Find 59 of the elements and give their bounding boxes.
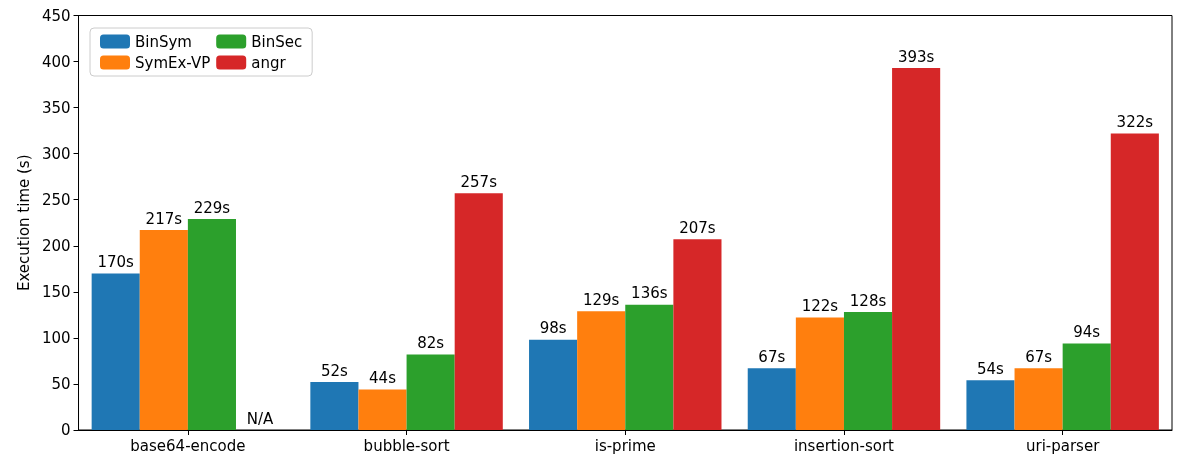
data-label: 94s <box>1073 322 1101 341</box>
data-label: 229s <box>193 198 231 217</box>
data-label: 136s <box>631 284 668 303</box>
bar <box>139 230 188 430</box>
data-label: 98s <box>539 319 567 338</box>
legend-label: BinSec <box>251 32 303 51</box>
bar <box>747 368 796 430</box>
y-tick-label: 450 <box>41 6 71 25</box>
bar <box>892 68 941 430</box>
x-tick-label: uri-parser <box>1025 436 1101 455</box>
data-label: 129s <box>582 290 620 309</box>
x-tick-label: base64-encode <box>130 436 246 455</box>
data-label: 217s <box>145 209 183 228</box>
data-label: 82s <box>417 333 445 352</box>
x-tick-label: bubble-sort <box>363 436 450 455</box>
data-label: 54s <box>977 359 1005 378</box>
data-label: 67s <box>1025 347 1053 366</box>
x-tick-label: is-prime <box>594 436 656 455</box>
data-label: 44s <box>369 368 397 387</box>
bar <box>187 219 236 430</box>
y-tick-label: 100 <box>41 328 71 347</box>
data-label: 67s <box>758 347 786 366</box>
bar <box>91 273 140 430</box>
y-axis-title: Execution time (s) <box>14 154 33 292</box>
data-label: 393s <box>897 47 935 66</box>
legend-label: SymEx-VP <box>135 53 211 72</box>
y-tick-label: 400 <box>41 52 71 71</box>
data-label: 322s <box>1116 112 1154 131</box>
bar <box>1014 368 1063 430</box>
y-tick-label: 50 <box>51 374 71 393</box>
bar <box>406 354 455 430</box>
data-label: 207s <box>679 218 716 237</box>
bar <box>454 193 503 430</box>
y-tick-label: 250 <box>41 190 71 209</box>
bar <box>966 380 1015 430</box>
bar <box>310 382 359 430</box>
bar <box>673 239 722 430</box>
y-tick-label: 200 <box>41 236 71 255</box>
bar <box>1110 133 1159 430</box>
bar <box>625 304 674 430</box>
legend-label: BinSym <box>135 32 192 51</box>
data-label: 128s <box>849 291 887 310</box>
data-label: 122s <box>801 297 839 316</box>
bar <box>1062 343 1111 430</box>
data-label: 52s <box>320 361 349 380</box>
bar <box>529 339 578 430</box>
bar <box>843 312 893 430</box>
bar <box>795 317 844 430</box>
x-tick-label: insertion-sort <box>793 436 895 455</box>
bar <box>358 389 407 430</box>
y-tick-label: 150 <box>41 282 71 301</box>
text: N/A <box>246 409 274 428</box>
y-tick-label: 300 <box>41 144 71 163</box>
y-tick-label: 350 <box>41 98 71 117</box>
data-label: 170s <box>97 252 135 271</box>
data-label: 257s <box>460 172 498 191</box>
bar <box>577 311 626 430</box>
y-tick-label: 0 <box>60 421 71 439</box>
legend-label: angr <box>251 53 287 72</box>
